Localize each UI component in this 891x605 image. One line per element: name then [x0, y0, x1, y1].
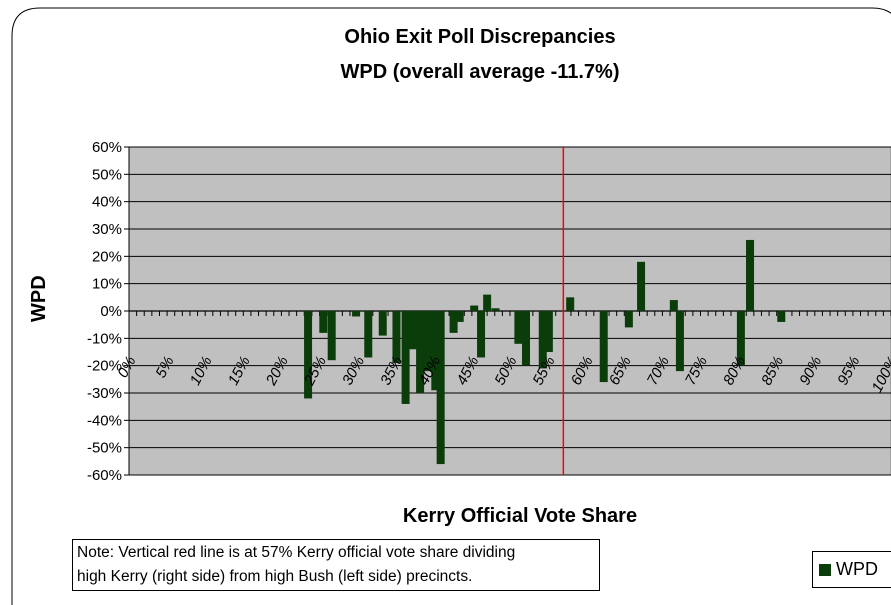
y-tick-label: 10% — [92, 276, 122, 293]
x-axis-label: Kerry Official Vote Share — [402, 505, 638, 527]
bar — [416, 311, 425, 393]
y-tick-label: 20% — [92, 248, 122, 265]
legend-swatch — [819, 563, 831, 576]
y-tick-label: -40% — [87, 412, 122, 429]
chart-title: Ohio Exit Poll Discrepancies — [344, 26, 616, 48]
y-tick-label: -50% — [87, 440, 122, 457]
bar — [470, 305, 479, 311]
bar — [364, 311, 373, 358]
legend-label: WPD — [836, 559, 878, 579]
bar — [409, 311, 418, 350]
bar — [522, 311, 531, 366]
y-tick-label: -20% — [87, 358, 122, 375]
bar — [675, 311, 684, 372]
y-axis-label: WPD — [28, 275, 50, 322]
note-line-1: Note: Vertical red line is at 57% Kerry … — [77, 544, 516, 561]
bar — [477, 311, 486, 358]
bar — [304, 311, 313, 399]
legend: WPD — [812, 551, 891, 588]
bar — [491, 308, 500, 311]
y-tick-label: -30% — [87, 385, 122, 402]
bar — [566, 297, 575, 311]
bar — [352, 311, 361, 317]
y-tick-label: 60% — [92, 139, 122, 156]
y-tick-label: -10% — [87, 330, 122, 347]
y-tick-label: 0% — [100, 303, 122, 320]
y-tick-label: 40% — [92, 194, 122, 211]
y-tick-label: 30% — [92, 221, 122, 238]
y-tick-label: -60% — [87, 467, 122, 484]
bar — [669, 300, 678, 311]
bar — [455, 311, 464, 322]
bar — [423, 311, 432, 372]
note-box: Note: Vertical red line is at 57% Kerry … — [72, 539, 600, 591]
bar — [777, 311, 786, 322]
bar — [514, 311, 523, 344]
bar — [538, 311, 547, 369]
bar — [319, 311, 328, 333]
bar — [544, 311, 553, 352]
bar — [637, 261, 646, 311]
plot-area: 60% 50% 40% 30% 20% 10% 0% -10% -20% -30% -40% -50%… — [87, 139, 891, 484]
bar — [431, 311, 440, 391]
bar — [436, 311, 445, 465]
bar — [746, 239, 755, 311]
bar — [599, 311, 608, 383]
bar — [624, 311, 633, 328]
note-line-2: high Kerry (right side) from high Bush (… — [77, 568, 473, 585]
y-tick-label: 50% — [92, 166, 122, 183]
bar — [736, 311, 745, 366]
bar — [327, 311, 336, 361]
bar — [483, 294, 492, 311]
chart-subtitle: WPD (overall average -11.7%) — [340, 61, 620, 83]
bar — [392, 311, 401, 363]
bar — [401, 311, 410, 404]
bar — [378, 311, 387, 336]
bar — [449, 311, 458, 333]
